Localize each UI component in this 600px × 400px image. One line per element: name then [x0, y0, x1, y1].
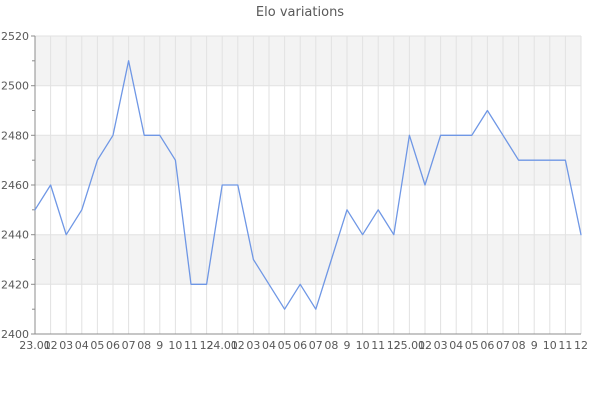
y-tick-label: 2420 [1, 278, 29, 291]
x-tick-label: 05 [90, 339, 104, 352]
y-tick-label: 2480 [1, 129, 29, 142]
x-tick-label: 03 [246, 339, 260, 352]
x-tick-label: 08 [324, 339, 338, 352]
y-tick-label: 2440 [1, 229, 29, 242]
x-tick-label: 10 [168, 339, 182, 352]
x-tick-label: 10 [543, 339, 557, 352]
x-tick-label: 02 [231, 339, 245, 352]
x-tick-label: 06 [293, 339, 307, 352]
y-tick-label: 2400 [1, 328, 29, 341]
plot-band [35, 234, 581, 285]
plot-band [35, 36, 581, 86]
x-tick-label: 05 [278, 339, 292, 352]
x-tick-label: 08 [512, 339, 526, 352]
x-tick-label: 04 [449, 339, 463, 352]
x-tick-label: 10 [356, 339, 370, 352]
x-tick-label: 02 [418, 339, 432, 352]
x-tick-label: 24.01 [206, 339, 238, 352]
x-tick-label: 11 [371, 339, 385, 352]
x-tick-label: 05 [465, 339, 479, 352]
x-tick-label: 07 [496, 339, 510, 352]
chart-title: Elo variations [255, 5, 345, 20]
x-tick-label: 12 [387, 339, 401, 352]
x-tick-label: 04 [262, 339, 276, 352]
plot-band [35, 135, 581, 185]
x-tick-label: 06 [480, 339, 494, 352]
x-tick-label: 06 [106, 339, 120, 352]
x-tick-label: 9 [531, 339, 538, 352]
x-tick-label: 12 [200, 339, 214, 352]
x-tick-label: 25.01 [394, 339, 426, 352]
y-tick-label: 2460 [1, 179, 29, 192]
x-tick-label: 07 [309, 339, 323, 352]
elo-series-line [34, 60, 582, 310]
x-tick-label: 03 [434, 339, 448, 352]
x-tick-label: 11 [558, 339, 572, 352]
x-tick-label: 11 [184, 339, 198, 352]
x-tick-label: 08 [137, 339, 151, 352]
x-tick-label: 04 [75, 339, 89, 352]
x-tick-label: 03 [59, 339, 73, 352]
y-tick-label: 2520 [1, 30, 29, 43]
y-tick-label: 2500 [1, 80, 29, 93]
x-tick-label: 23.01 [19, 339, 51, 352]
x-tick-label: 12 [574, 339, 588, 352]
x-tick-label: 9 [156, 339, 163, 352]
x-tick-label: 02 [44, 339, 58, 352]
x-tick-label: 9 [344, 339, 351, 352]
x-tick-label: 07 [122, 339, 136, 352]
